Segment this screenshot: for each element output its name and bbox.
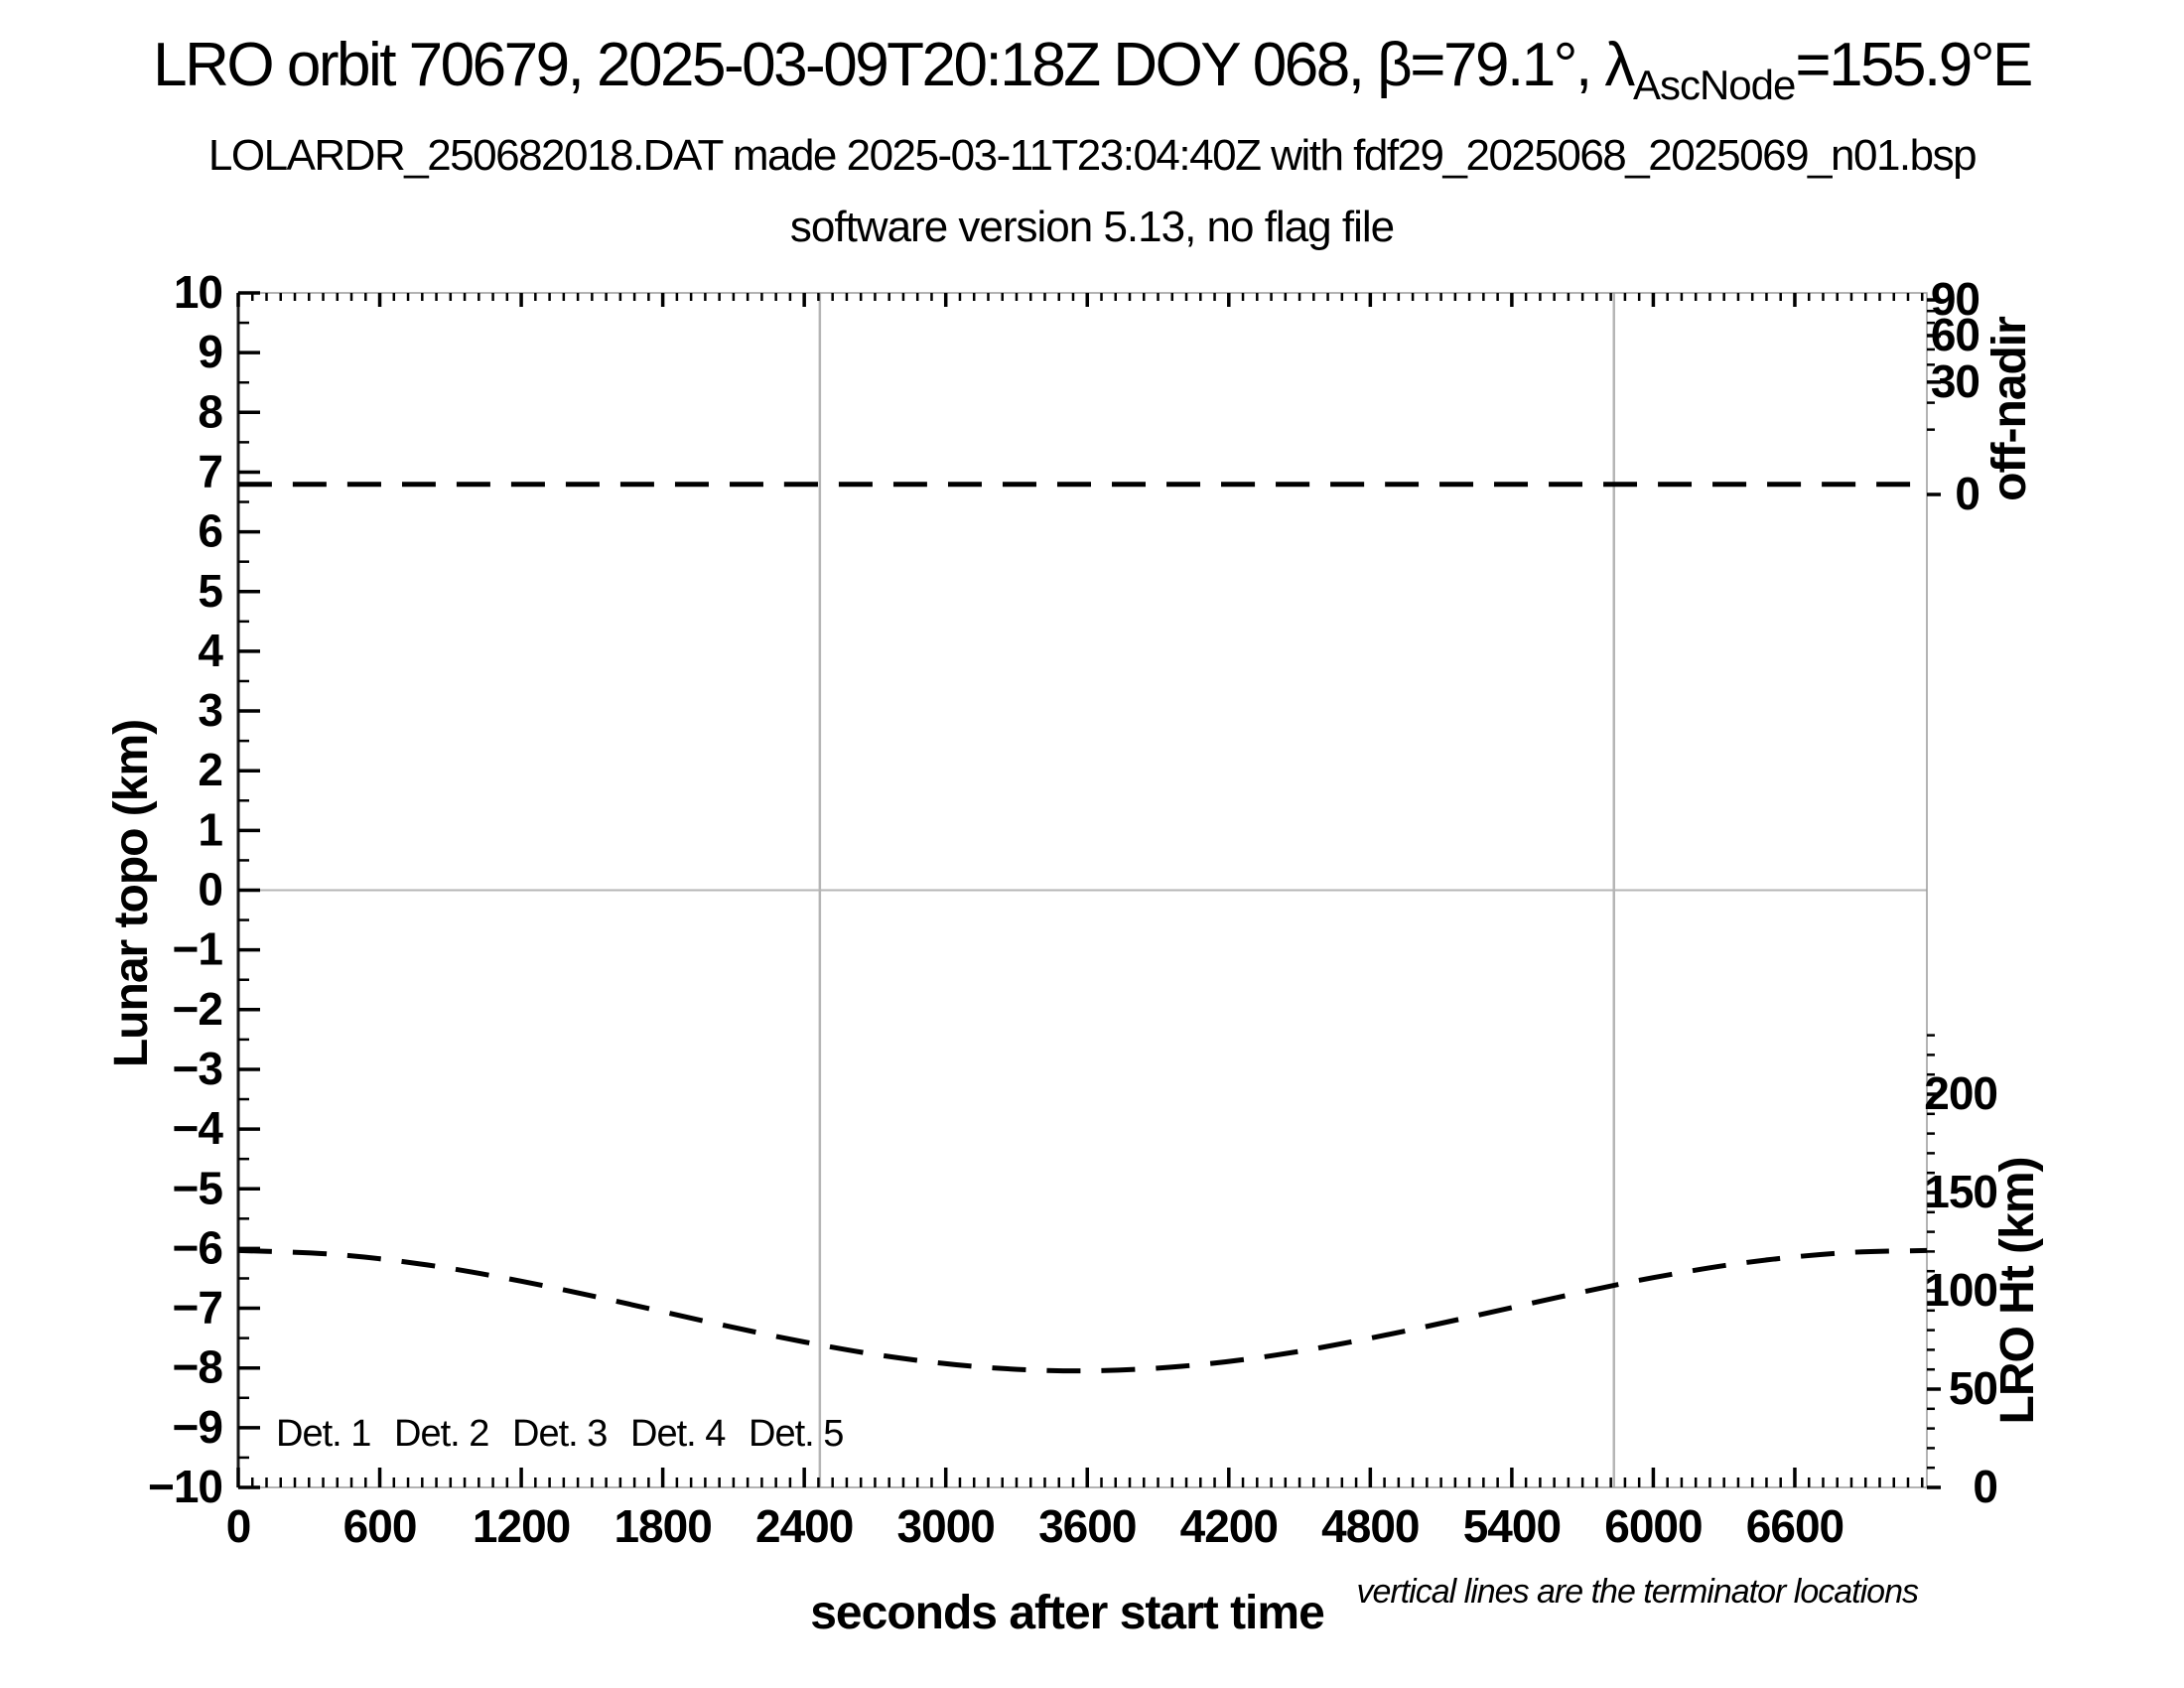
topo-tick-label: 7 [198, 445, 222, 496]
topo-tick-label: −8 [173, 1341, 223, 1393]
x-tick-label: 5400 [1463, 1500, 1561, 1552]
title-suffix-text: =155.9°E [1795, 31, 2033, 99]
x-tick-label: 1200 [473, 1500, 570, 1552]
off-nadir-axis-title: off-nadir [1983, 317, 2036, 501]
topo-tick-label: −4 [173, 1102, 224, 1154]
x-tick-label: 2400 [755, 1500, 853, 1552]
lro-height-curve [237, 1247, 1928, 1374]
topo-tick-label: −9 [173, 1401, 222, 1453]
topo-tick-label: −1 [173, 923, 223, 975]
terminator-note: vertical lines are the terminator locati… [1357, 1573, 1919, 1611]
topo-tick-label: −5 [173, 1162, 223, 1213]
topo-tick-label: 6 [198, 505, 222, 557]
off-nadir-tick-label: 60 [1931, 309, 1979, 360]
topo-tick-label: 5 [198, 565, 222, 617]
lro-ht-tick-label: 100 [1924, 1264, 1997, 1316]
legend-item-det-5: Det. 5 [749, 1413, 843, 1455]
x-tick-label: 3000 [897, 1500, 995, 1552]
topo-tick-label: 3 [198, 684, 222, 736]
lro-ht-tick-label: 0 [1973, 1461, 1997, 1512]
topo-tick-label: 0 [198, 864, 222, 915]
x-axis-title: seconds after start time [810, 1587, 1324, 1639]
legend-item-det-4: Det. 4 [630, 1413, 726, 1455]
plot-subtitle-version-line: software version 5.13, no flag file [789, 203, 1395, 251]
topo-tick-label: −2 [173, 983, 222, 1035]
legend-item-det-2: Det. 2 [394, 1413, 488, 1455]
legend-item-det-3: Det. 3 [512, 1413, 607, 1455]
lro-ht-tick-label: 50 [1949, 1362, 1997, 1414]
x-tick-label: 600 [343, 1500, 417, 1552]
off-nadir-tick-label: 30 [1931, 355, 1979, 407]
lro-ht-tick-label: 200 [1924, 1067, 1997, 1119]
x-tick-label: 4800 [1321, 1500, 1419, 1552]
x-tick-label: 1800 [614, 1500, 711, 1552]
x-tick-label: 0 [226, 1500, 251, 1552]
x-tick-label: 6600 [1746, 1500, 1843, 1552]
lro-ht-axis-title: LRO Ht (km) [1991, 1158, 2044, 1425]
topo-tick-label: 4 [198, 625, 223, 676]
topo-tick-label: 10 [174, 266, 222, 318]
lro-ht-tick-label: 150 [1924, 1166, 1997, 1217]
topo-tick-label: −3 [173, 1043, 222, 1094]
off-nadir-tick-label: 0 [1955, 468, 1979, 519]
topo-tick-label: −10 [148, 1461, 222, 1512]
x-tick-label: 3600 [1038, 1500, 1136, 1552]
title-lambda-subscript: AscNode [1632, 62, 1796, 108]
x-tick-label: 6000 [1604, 1500, 1702, 1552]
x-tick-label: 4200 [1180, 1500, 1278, 1552]
topo-tick-label: 8 [198, 385, 222, 437]
plot-subtitle-file-line: LOLARDR_250682018.DAT made 2025-03-11T23… [207, 131, 1978, 180]
topo-tick-label: 9 [198, 326, 222, 377]
topo-tick-label: 1 [198, 803, 222, 855]
y-left-axis-title: Lunar topo (km) [105, 720, 158, 1067]
off-nadir-tick-label: 90 [1931, 273, 1979, 325]
title-main-text: LRO orbit 70679, 2025-03-09T20:18Z DOY 0… [153, 31, 1635, 99]
legend-item-det-1: Det. 1 [276, 1413, 370, 1455]
topo-tick-label: −7 [173, 1282, 222, 1334]
topo-tick-label: 2 [198, 744, 222, 795]
plot-title: LRO orbit 70679, 2025-03-09T20:18Z DOY 0… [0, 30, 2184, 108]
topo-tick-label: −6 [173, 1221, 222, 1273]
